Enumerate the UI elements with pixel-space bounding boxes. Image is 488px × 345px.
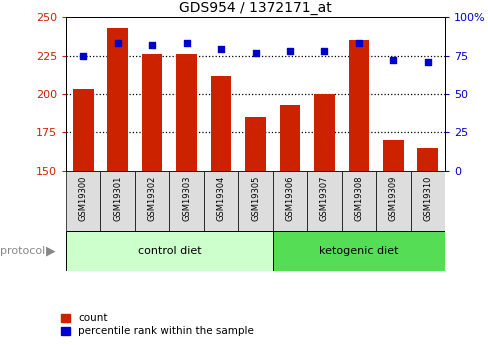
Bar [244,117,265,171]
Bar [272,231,444,271]
Text: GSM19301: GSM19301 [113,176,122,221]
Text: GSM19310: GSM19310 [423,176,431,221]
Bar [410,171,444,231]
Bar [382,140,403,171]
Text: GSM19300: GSM19300 [79,176,87,221]
Text: GSM19303: GSM19303 [182,176,191,221]
Text: GSM19307: GSM19307 [319,176,328,221]
Bar [169,171,203,231]
Bar [238,171,272,231]
Bar [279,105,300,171]
Bar [313,94,334,171]
Bar [341,171,375,231]
Bar [203,171,238,231]
Point [285,48,293,54]
Text: GSM19306: GSM19306 [285,176,294,221]
Bar [417,148,437,171]
Point [183,41,190,46]
Point [423,59,431,65]
Text: GSM19309: GSM19309 [388,176,397,221]
Bar [375,171,410,231]
Text: GSM19304: GSM19304 [216,176,225,221]
Bar [107,28,128,171]
Point [148,42,156,48]
Text: ketogenic diet: ketogenic diet [319,246,398,256]
Bar [348,40,368,171]
Bar [66,231,272,271]
Bar [66,171,100,231]
Bar [210,76,231,171]
Point [320,48,327,54]
Bar [306,171,341,231]
Bar [100,171,135,231]
Text: protocol: protocol [0,246,46,256]
Text: GSM19302: GSM19302 [147,176,156,221]
Title: GDS954 / 1372171_at: GDS954 / 1372171_at [179,1,331,15]
Point [114,41,122,46]
Bar [135,171,169,231]
Text: control diet: control diet [137,246,201,256]
Bar [142,54,162,171]
Text: GSM19308: GSM19308 [354,176,363,221]
Point [251,50,259,55]
Text: GSM19305: GSM19305 [250,176,260,221]
Bar [73,89,93,171]
Bar [272,171,306,231]
Legend: count, percentile rank within the sample: count, percentile rank within the sample [61,313,253,336]
Point [388,58,396,63]
Text: ▶: ▶ [45,245,55,257]
Point [79,53,87,58]
Point [354,41,362,46]
Bar [176,54,197,171]
Point [217,47,224,52]
